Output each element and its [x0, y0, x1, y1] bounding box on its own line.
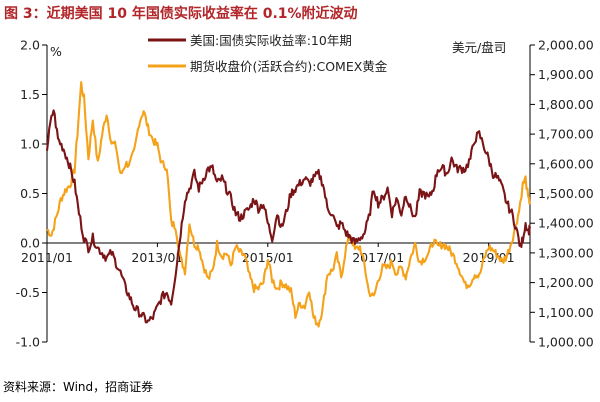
x-tick-label: 2015/01	[242, 250, 294, 265]
x-tick-label: 2011/01	[21, 250, 73, 265]
right-tick-label: 1,000.00	[538, 335, 594, 350]
right-axis-unit: 美元/盘司	[452, 40, 506, 55]
left-axis-unit: %	[50, 44, 62, 59]
series-line-gold	[46, 81, 531, 328]
right-tick-label: 1,600.00	[538, 156, 594, 171]
left-tick-label: -1.0	[16, 335, 40, 350]
right-tick-label: 1,200.00	[538, 275, 594, 290]
left-tick-label: 0.5	[20, 186, 40, 201]
series-line-real-yield	[45, 109, 532, 324]
right-tick-label: 1,400.00	[538, 216, 594, 231]
right-tick-label: 1,900.00	[538, 67, 594, 82]
legend: 美国:国债实际收益率:10年期 期货收盘价(活跃合约):COMEX黄金	[148, 33, 388, 74]
x-axis-ticks: 2011/01 2013/01 2015/01 2017/01 2019/01	[21, 243, 515, 265]
left-axis-ticks: 2.0 1.5 1.0 0.5 0.0 -0.5 -1.0	[16, 38, 47, 350]
left-tick-label: 2.0	[20, 38, 40, 53]
x-tick-label: 2019/01	[463, 250, 515, 265]
left-tick-label: 0.0	[20, 236, 40, 251]
chart-title: 图 3：近期美国 10 年国债实际收益率在 0.1%附近波动	[4, 6, 358, 22]
left-tick-label: 1.0	[20, 137, 40, 152]
right-tick-label: 1,100.00	[538, 305, 594, 320]
right-tick-label: 2,000.00	[538, 38, 594, 53]
right-tick-label: 1,300.00	[538, 245, 594, 260]
left-tick-label: 1.5	[20, 87, 40, 102]
right-tick-label: 1,800.00	[538, 97, 594, 112]
legend-label-real-yield: 美国:国债实际收益率:10年期	[190, 33, 352, 48]
source-note: 资料来源：Wind，招商证券	[3, 380, 154, 394]
right-tick-label: 1,700.00	[538, 127, 594, 142]
series-layer	[45, 81, 532, 328]
right-tick-label: 1,500.00	[538, 186, 594, 201]
x-tick-label: 2013/01	[131, 250, 183, 265]
legend-label-gold: 期货收盘价(活跃合约):COMEX黄金	[190, 59, 388, 74]
right-axis-ticks: 2,000.00 1,900.00 1,800.00 1,700.00 1,600.00…	[530, 38, 594, 350]
left-tick-label: -0.5	[16, 285, 40, 300]
